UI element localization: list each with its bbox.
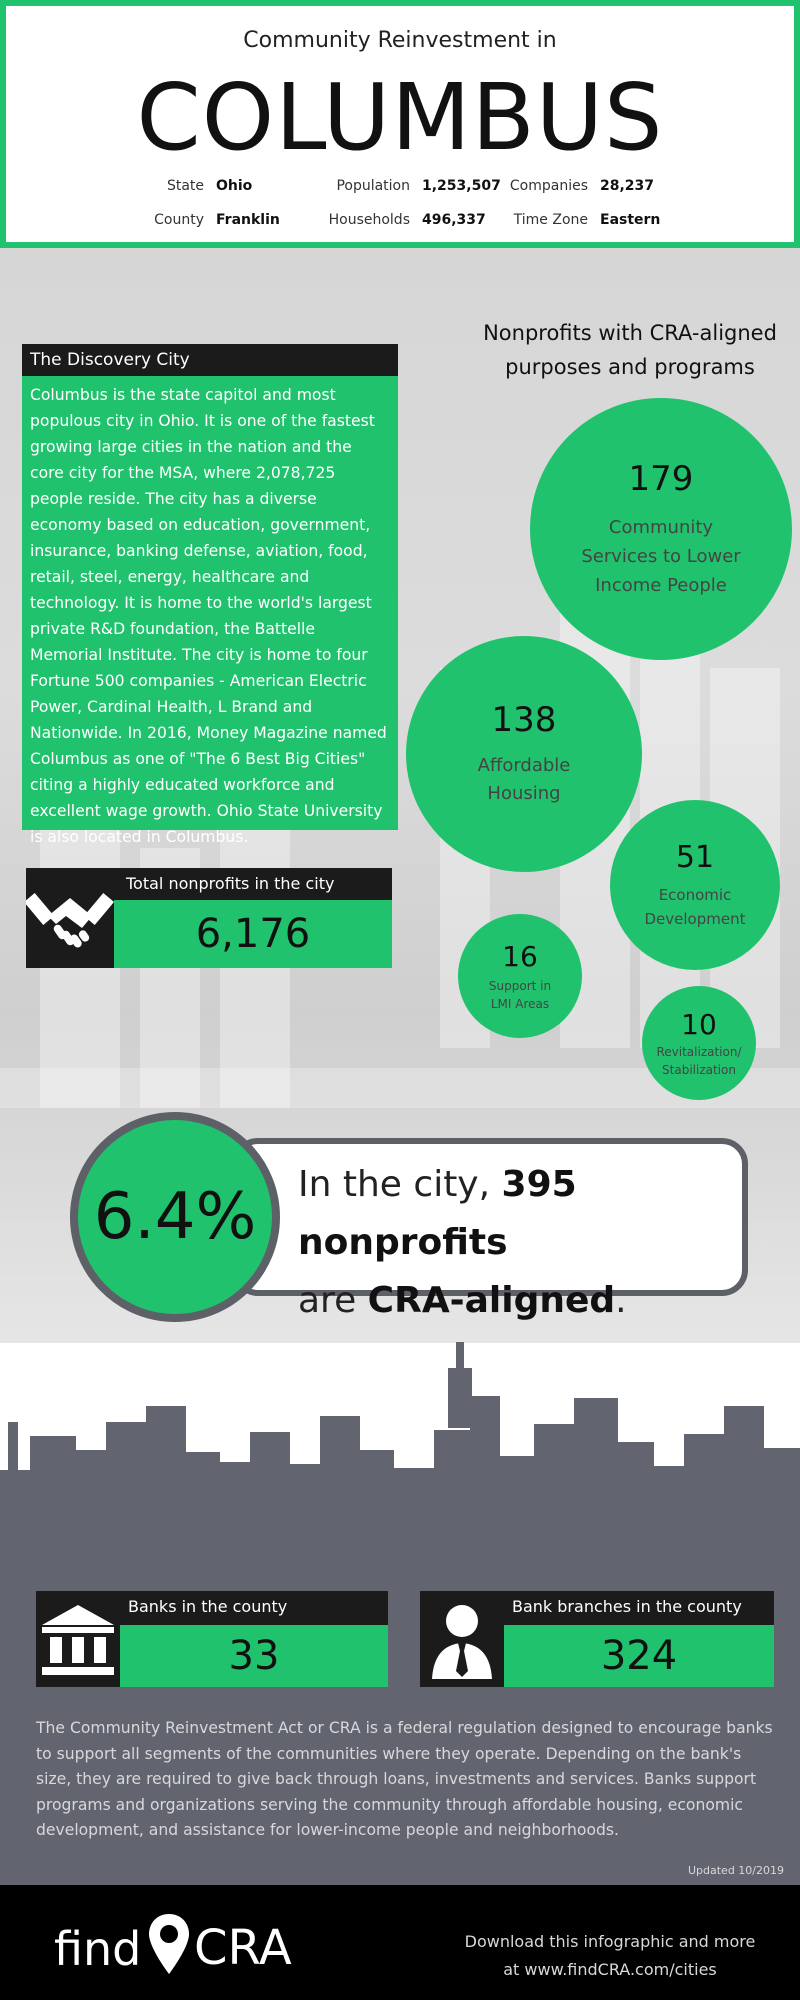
bubble-value: 138 [491, 700, 557, 740]
nonprofits-total-value: 6,176 [114, 900, 392, 968]
bubble-affordable-housing: 138 Affordable Housing [406, 636, 642, 872]
bubbles-heading-line1: Nonprofits with CRA-aligned [483, 321, 777, 345]
bubbles-heading-line2: purposes and programs [505, 355, 755, 379]
logo-text-find: find [54, 1922, 142, 1976]
stat-value-timezone: Eastern [600, 212, 661, 228]
bubble-value: 10 [681, 1007, 717, 1041]
cra-description: The Community Reinvestment Act or CRA is… [36, 1719, 773, 1839]
bubble-value: 16 [502, 939, 538, 973]
branches-value: 324 [504, 1625, 774, 1687]
stat-label-population: Population [336, 178, 410, 194]
handshake-icon [23, 868, 115, 968]
highlight-nonprofit-count: 395 nonprofits [298, 1164, 577, 1263]
person-icon [420, 1591, 504, 1687]
stat-label-state: State [166, 178, 204, 194]
stat-value-state: Ohio [216, 178, 253, 194]
stat-value-county: Franklin [216, 212, 280, 228]
bubble-revitalization: 10 Revitalization/ Stabilization [642, 986, 756, 1100]
bubble-label: Revitalization/ Stabilization [656, 1044, 742, 1077]
stat-label-households: Households [328, 212, 410, 228]
bank-icon [36, 1591, 120, 1687]
stat-value-companies: 28,237 [600, 178, 655, 194]
highlight-text: In the city, 395 nonprofits are CRA-alig… [298, 1156, 738, 1330]
banks-value: 33 [120, 1625, 388, 1687]
banks-section [0, 1525, 800, 1885]
footer [0, 1885, 800, 2000]
highlight-cra-aligned: CRA-aligned [367, 1280, 616, 1321]
highlight-text-post: . [615, 1280, 627, 1321]
logo-text-cra: CRA [194, 1920, 292, 1976]
updated-date: Updated 10/2019 [687, 1864, 784, 1877]
stat-label-county: County [154, 212, 204, 228]
highlight-text-pre: In the city, [298, 1164, 502, 1205]
bubbles-heading: Nonprofits with CRA-aligned purposes and… [470, 316, 790, 384]
bubble-label: Affordable Housing [477, 755, 571, 804]
page-title: COLUMBUS [136, 64, 664, 171]
stat-label-companies: Companies [509, 178, 588, 194]
page-subtitle: Community Reinvestment in [243, 28, 557, 53]
bubble-value: 179 [628, 458, 694, 499]
stat-value-households: 496,337 [422, 212, 486, 228]
header-panel: Community Reinvestment in COLUMBUS State… [0, 0, 800, 248]
findcra-logo[interactable]: find CRA [54, 1912, 314, 1982]
highlight-text-mid: are [298, 1280, 368, 1321]
stat-label-timezone: Time Zone [513, 212, 588, 228]
nonprofits-total-label: Total nonprofits in the city [114, 868, 392, 900]
discovery-title: The Discovery City [22, 344, 398, 376]
download-line1: Download this infographic and more [464, 1932, 756, 1951]
banks-label: Banks in the county [120, 1591, 388, 1625]
location-pin-icon [149, 1914, 189, 1974]
stat-value-population: 1,253,507 [422, 178, 501, 194]
download-link[interactable]: at www.findCRA.com/cities [503, 1960, 717, 1979]
highlight-percent: 6.4% [70, 1112, 280, 1322]
bubble-value: 51 [675, 839, 715, 875]
discovery-body: Columbus is the state capitol and most p… [22, 376, 398, 846]
download-info: Download this infographic and more at ww… [440, 1928, 780, 1984]
bubble-label: Support in LMI Areas [488, 978, 552, 1011]
bubble-label: Economic Development [644, 885, 746, 928]
bubble-community-services: 179 Community Services to Lower Income P… [530, 398, 792, 660]
branches-label: Bank branches in the county [504, 1591, 774, 1625]
bubble-label: Community Services to Lower Income Peopl… [581, 516, 741, 596]
bubble-lmi-support: 16 Support in LMI Areas [458, 914, 582, 1038]
highlight-box [232, 1138, 748, 1296]
bubble-economic-development: 51 Economic Development [610, 800, 780, 970]
